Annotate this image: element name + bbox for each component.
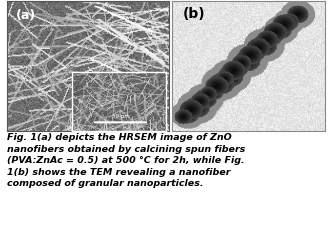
Text: (b): (b) — [183, 8, 206, 21]
Text: (a): (a) — [16, 9, 36, 22]
Text: 1 μm: 1 μm — [120, 74, 134, 79]
Text: Fig. 1(a) depicts the HRSEM image of ZnO
nanofibers obtained by calcining spun f: Fig. 1(a) depicts the HRSEM image of ZnO… — [7, 133, 245, 187]
Text: 50 μm: 50 μm — [112, 114, 129, 119]
